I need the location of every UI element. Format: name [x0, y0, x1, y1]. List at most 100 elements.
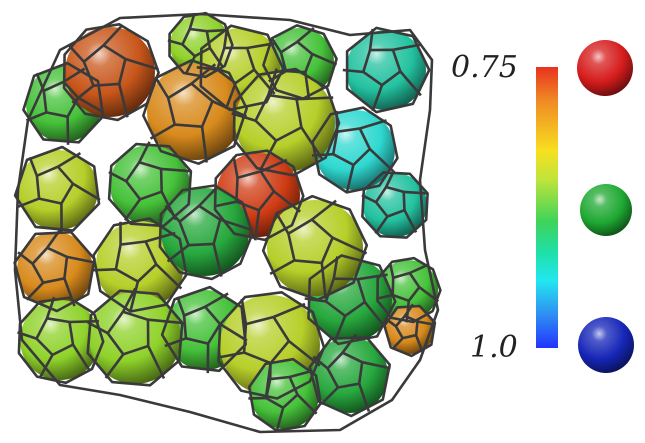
frame-edge: [296, 27, 315, 43]
frame-edge: [46, 228, 62, 249]
frame-face: [287, 218, 334, 265]
frame-face: [114, 240, 158, 283]
frame-edge: [275, 407, 285, 432]
frame-edge: [359, 119, 387, 130]
frame-edge: [167, 39, 183, 46]
frame-edge: [213, 200, 237, 208]
frame-edge: [149, 123, 176, 140]
frame-edge: [219, 218, 253, 232]
frame-edge: [270, 37, 282, 54]
frame-edge: [414, 334, 424, 354]
frame-edge: [341, 333, 358, 354]
frame-face: [394, 314, 419, 340]
frame-edge: [311, 52, 338, 66]
frame-edge: [403, 209, 418, 234]
frame-edge: [190, 63, 217, 85]
frame-edge: [312, 152, 334, 157]
frame-edge: [240, 298, 248, 325]
frame-edge: [371, 84, 384, 112]
frame-edge: [17, 197, 40, 208]
frame-outline: [13, 12, 440, 434]
frame-face: [331, 127, 372, 167]
frame-edge: [376, 293, 393, 300]
frame-edge: [385, 318, 397, 328]
frame-edge: [409, 263, 429, 275]
polyhedral-frame: [13, 11, 442, 434]
frame-edge: [312, 355, 329, 370]
legend-sphere-blue: [578, 317, 634, 373]
frame-edge: [72, 182, 101, 202]
frame-edge: [166, 244, 190, 263]
legend-sphere-red: [577, 40, 633, 96]
frame-edge: [217, 351, 245, 359]
frame-edge: [62, 67, 86, 83]
frame-face: [31, 246, 69, 285]
frame-face: [182, 305, 222, 345]
frame-edge: [232, 156, 239, 178]
frame-edge: [273, 190, 301, 213]
sphere-yellow_green: [96, 221, 184, 309]
frame-edge: [147, 345, 166, 379]
frame-edge: [77, 96, 105, 114]
frame-edge: [403, 190, 428, 195]
frame-edge: [212, 243, 223, 277]
frame-edge: [154, 77, 170, 99]
frame-face: [326, 351, 364, 389]
frame-edge: [267, 68, 278, 96]
sphere-lime: [89, 292, 181, 384]
frame-face: [254, 93, 303, 142]
frame-edge: [311, 199, 337, 221]
frame-edge: [69, 319, 99, 324]
frame-edge: [391, 337, 404, 350]
frame-face: [264, 375, 299, 410]
frame-edge: [123, 198, 142, 221]
frame-edge: [71, 343, 91, 372]
frame-edge: [102, 24, 124, 47]
frame-edge: [296, 393, 318, 415]
frame-edge: [357, 383, 371, 412]
frame-edge: [388, 262, 395, 279]
frame-edge: [246, 41, 276, 50]
frame-edge: [259, 139, 278, 171]
frame-edge: [269, 259, 296, 276]
frame-edge: [71, 84, 95, 104]
frame-face: [242, 315, 291, 365]
frame-face: [35, 316, 75, 357]
frame-edge: [17, 251, 34, 265]
frame-face: [178, 204, 222, 247]
sphere-yellow_green: [267, 200, 363, 296]
frame-edge: [28, 156, 39, 177]
frame-face: [166, 82, 214, 128]
frame-edge: [66, 116, 70, 145]
frame-face: [391, 271, 421, 303]
frame-edge: [275, 212, 290, 235]
frame-edge: [87, 321, 109, 335]
frame-edge: [253, 210, 261, 241]
sphere-teal: [346, 30, 426, 110]
frame-edge: [273, 302, 306, 319]
frame-edge: [196, 66, 218, 71]
legend-sphere-green: [580, 184, 632, 236]
frame-edge: [68, 44, 85, 63]
frame-edge: [332, 236, 368, 255]
frame-face: [374, 185, 406, 218]
frame-edge: [231, 112, 256, 122]
scale-max-label: 0.75: [451, 50, 518, 85]
legend-spheres: [577, 40, 634, 373]
frame-edge: [361, 194, 377, 204]
frame-edge: [200, 126, 208, 163]
frame-edge: [125, 57, 159, 71]
frame-edge: [155, 263, 183, 290]
frame-edge: [138, 141, 151, 163]
frame-cell: [22, 61, 105, 144]
frame-edge: [345, 164, 355, 193]
frame-edge: [224, 82, 237, 110]
sphere-yellow_green: [18, 150, 98, 230]
frame-edge: [129, 281, 140, 312]
frame-edge: [45, 296, 56, 319]
frame-edge: [342, 68, 364, 74]
frame-edge: [208, 47, 225, 69]
frame-edge: [104, 353, 125, 379]
frame-edge: [92, 268, 116, 272]
